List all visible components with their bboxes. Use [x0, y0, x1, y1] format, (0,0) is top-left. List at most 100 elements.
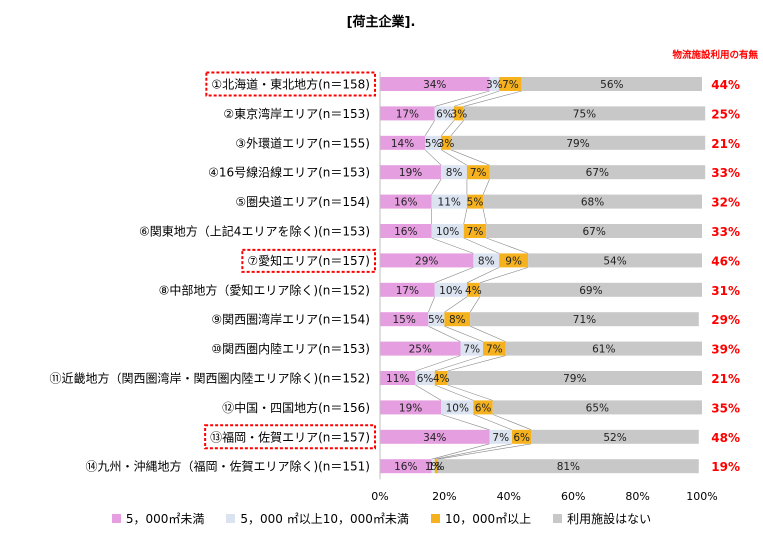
connector-line: [479, 267, 529, 284]
legend-label: 5，000 ㎡以上10，000㎡未満: [240, 511, 409, 526]
bar-segment: [380, 77, 490, 91]
usage-total-label: 44%: [711, 78, 740, 92]
bar-segment: [499, 253, 529, 268]
bar-value-label: 7%: [502, 79, 519, 91]
legend-swatch: [430, 513, 440, 523]
legend-label: 5，000㎡未満: [125, 511, 205, 526]
bar-segment: [380, 253, 474, 268]
bar-segment: [512, 429, 532, 444]
bar-value-label: 16%: [394, 197, 417, 209]
connector-line: [424, 120, 435, 136]
bar-value-label: 7%: [486, 344, 503, 356]
bar-segment: [447, 371, 702, 385]
bar-value-label: 71%: [573, 314, 596, 326]
bar-value-label: 6%: [513, 432, 530, 444]
connector-line: [440, 120, 455, 136]
bar-segment: [380, 224, 432, 238]
bar-value-label: 11%: [438, 197, 461, 209]
connector-line: [428, 325, 461, 342]
bar-segment: [470, 312, 699, 327]
bar-segment: [380, 429, 490, 444]
connector-line: [463, 90, 522, 107]
bar-value-label: 29%: [415, 255, 438, 267]
category-label: ⑦愛知エリア(n＝157): [247, 254, 370, 268]
bar-value-label: 8%: [449, 314, 466, 326]
highlight-box: [205, 71, 376, 97]
bar-value-label: 61%: [592, 344, 615, 356]
x-axis: 0% 20% 40% 60% 80% 100%: [371, 72, 718, 503]
bar-segment: [441, 165, 467, 180]
bar-segment: [380, 312, 429, 327]
segment-connector-lines: [415, 90, 532, 460]
bar-value-label: 6%: [436, 108, 453, 120]
connector-line: [441, 149, 468, 166]
connector-line: [482, 179, 490, 195]
usage-total-labels: 44% 25% 21% 33% 32% 33% 46% 31% 29% 39% 21% 35% 48% 1…: [711, 78, 740, 474]
bar-segment: [444, 312, 471, 327]
category-label: ⑩関西圏内陸エリア(n＝153): [211, 342, 370, 356]
connector-line: [450, 120, 464, 136]
x-tick-label: 20%: [432, 490, 456, 503]
legend-item: 利用施設はない: [553, 510, 651, 527]
legend-swatch: [553, 513, 563, 523]
bar-value-label: 4%: [433, 373, 450, 385]
bar-value-label: 3%: [438, 138, 455, 150]
legend-label: 利用施設はない: [567, 511, 652, 526]
connector-line: [492, 414, 532, 431]
legend-item: 5，000 ㎡以上10，000㎡未満: [226, 510, 409, 527]
bar-segment: [460, 341, 484, 356]
usage-total-label: 35%: [711, 401, 740, 415]
connector-line: [463, 237, 500, 254]
bar-value-label: 5%: [467, 197, 484, 209]
connector-line: [444, 296, 468, 313]
bar-value-label: 25%: [409, 344, 432, 356]
connector-line: [447, 355, 506, 372]
usage-total-label: 33%: [711, 225, 740, 239]
usage-total-label: 29%: [711, 313, 740, 327]
category-label: ⑬福岡・佐賀エリア(n＝157): [210, 429, 370, 444]
bar-segment: [380, 371, 416, 385]
bar-segment: [473, 253, 500, 268]
category-label: ③外環道エリア(n＝155): [235, 136, 370, 150]
bar-segment: [486, 224, 702, 238]
bar-segment: [466, 194, 484, 209]
bar-value-label: 19%: [399, 402, 422, 414]
bar-value-label: 34%: [423, 79, 446, 91]
bar-segment: [489, 429, 513, 444]
connector-line: [473, 414, 513, 431]
category-label: ⑤圏央道エリア(n＝154): [235, 195, 370, 209]
bar-segment: [434, 282, 467, 297]
bar-value-label: 11%: [386, 373, 409, 385]
bar-value-label: 56%: [600, 79, 623, 91]
bar-segment: [463, 224, 487, 238]
connector-line: [434, 90, 490, 107]
connector-line: [431, 237, 474, 254]
bar-value-label: 65%: [586, 402, 609, 414]
bar-value-label: 81%: [557, 461, 580, 473]
bar-value-label: 7%: [463, 344, 480, 356]
legend-item: 10，000㎡以上: [430, 510, 531, 527]
x-tick-label: 40%: [497, 490, 521, 503]
bar-value-label: 8%: [478, 255, 495, 267]
bar-segment: [380, 459, 432, 474]
category-label: ⑥関東地方（上記4エリアを除く)(n＝153): [139, 224, 370, 239]
usage-total-label: 48%: [711, 431, 740, 445]
legend-item: 5，000㎡未満: [111, 510, 205, 527]
bar-segment: [425, 135, 442, 150]
x-tick-label: 80%: [625, 490, 649, 503]
x-tick-label: 0%: [371, 490, 388, 503]
bar-value-label: 7%: [467, 226, 484, 238]
usage-total-label: 25%: [711, 107, 740, 121]
bar-segment: [466, 282, 480, 297]
bar-segment: [431, 194, 467, 209]
connector-line: [444, 325, 484, 342]
usage-total-label: 31%: [711, 284, 740, 298]
connector-line: [434, 355, 484, 372]
bar-value-label: 5%: [425, 138, 442, 150]
bar-segment: [434, 371, 448, 385]
bar-segment: [380, 282, 435, 297]
bar-value-label: 68%: [581, 197, 604, 209]
bar-segment: [380, 400, 442, 415]
bar-segment: [431, 459, 435, 474]
